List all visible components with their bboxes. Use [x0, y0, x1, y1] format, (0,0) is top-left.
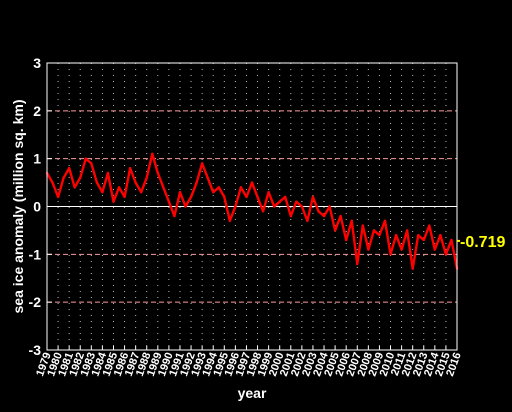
data-point	[339, 214, 342, 218]
data-point	[62, 176, 65, 179]
data-point	[356, 262, 359, 266]
data-point	[123, 195, 126, 199]
x-axis-title: year	[238, 385, 267, 401]
data-point	[151, 152, 154, 156]
data-point	[156, 171, 160, 175]
y-tick-label: 1	[33, 151, 41, 167]
data-point	[306, 219, 309, 223]
data-point	[272, 205, 276, 208]
data-point	[328, 205, 331, 208]
data-point	[90, 162, 93, 165]
data-point	[405, 229, 409, 232]
y-tick-label: -3	[29, 342, 42, 358]
data-point	[433, 248, 437, 251]
data-point	[450, 238, 453, 242]
data-point	[411, 267, 414, 270]
latest-value-label: -0.719	[460, 234, 505, 251]
data-point	[378, 234, 381, 237]
data-point	[117, 186, 121, 189]
data-point	[79, 176, 82, 179]
data-point	[51, 181, 54, 184]
data-point	[428, 224, 431, 227]
y-tick-label: 2	[33, 103, 41, 119]
data-point	[195, 181, 198, 184]
data-point	[344, 238, 348, 242]
data-point	[417, 234, 420, 237]
data-point	[267, 190, 270, 194]
data-point	[289, 214, 292, 218]
data-point	[245, 195, 248, 199]
data-point	[383, 219, 387, 223]
data-point	[394, 234, 398, 237]
data-point	[333, 229, 337, 232]
data-point	[444, 253, 448, 256]
data-point	[295, 200, 298, 203]
data-point	[300, 205, 304, 208]
data-point	[167, 200, 171, 203]
y-tick-label: -2	[29, 294, 42, 310]
data-point	[189, 195, 193, 199]
anomaly-series-line	[45, 152, 459, 270]
data-point	[422, 238, 425, 242]
data-point	[106, 171, 110, 175]
y-tick-label: 0	[33, 199, 41, 215]
data-point	[372, 229, 376, 232]
data-point	[56, 195, 60, 199]
data-point	[250, 181, 254, 184]
y-axis-title: sea ice anomaly (million sq. km)	[10, 100, 26, 314]
data-point	[256, 195, 259, 199]
data-point	[389, 253, 392, 256]
data-point	[184, 205, 187, 208]
data-point	[234, 205, 237, 208]
data-point	[200, 162, 204, 165]
data-point	[322, 214, 326, 218]
data-point	[261, 210, 265, 213]
data-point	[128, 167, 132, 170]
y-tick-label: 3	[33, 55, 41, 71]
latest-value-callout: -0.719	[457, 234, 505, 251]
data-point	[239, 186, 243, 189]
data-point	[311, 195, 315, 199]
data-point	[134, 181, 137, 184]
data-point	[317, 210, 320, 213]
data-point	[112, 200, 115, 203]
y-axis-ticks: -3 -2 -1 0 1 2 3	[29, 55, 52, 358]
data-point	[67, 167, 71, 170]
data-point	[217, 186, 220, 189]
data-point	[361, 224, 365, 227]
data-point	[101, 190, 104, 194]
data-point	[145, 176, 148, 179]
data-point	[173, 214, 176, 218]
y-tick-label: -1	[29, 246, 42, 262]
data-point	[139, 190, 143, 194]
series-layer	[45, 152, 459, 270]
data-point	[84, 157, 87, 160]
data-point	[350, 219, 353, 223]
data-point	[212, 190, 215, 194]
data-point	[400, 248, 403, 251]
data-point	[73, 186, 76, 189]
data-point	[367, 248, 370, 251]
grid-lines	[47, 63, 457, 350]
data-point	[223, 195, 226, 199]
data-point	[278, 200, 281, 203]
data-point	[162, 186, 165, 189]
x-axis-ticks: 1979198019811982198319841985198619871988…	[34, 346, 464, 378]
data-point	[178, 190, 182, 194]
data-point	[439, 234, 442, 237]
data-point	[95, 181, 99, 184]
data-point	[284, 195, 287, 199]
data-point	[206, 176, 209, 179]
data-point	[228, 219, 232, 223]
